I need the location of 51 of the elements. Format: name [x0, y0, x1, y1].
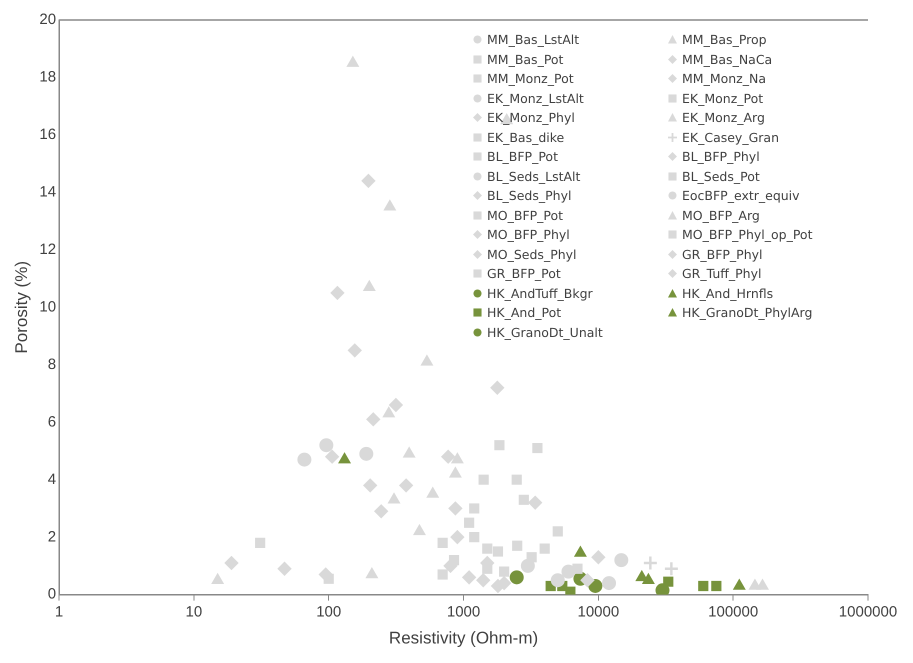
legend-label: BL_BFP_Phyl — [682, 149, 760, 164]
legend-label: MM_Bas_NaCa — [682, 52, 772, 67]
x-tick-label: 1 — [54, 604, 64, 621]
legend-label: HK_And_Hrnfls — [682, 286, 774, 301]
legend-label: GR_BFP_Pot — [487, 266, 561, 282]
legend-label: BL_BFP_Pot — [487, 149, 558, 164]
legend-label: EK_Monz_LstAlt — [487, 90, 584, 106]
legend-label: HK_And_Pot — [487, 305, 562, 320]
y-tick-label: 10 — [39, 298, 56, 316]
legend-label: HK_GranoDt_Unalt — [487, 324, 603, 340]
legend-label: MM_Bas_Prop — [682, 32, 767, 48]
legend-label: EK_Casey_Gran — [682, 130, 779, 145]
legend-label: GR_BFP_Phyl — [682, 246, 763, 262]
legend-label: HK_GranoDt_PhylArg — [682, 305, 812, 320]
y-tick-label: 16 — [39, 126, 56, 144]
y-tick-label: 6 — [48, 413, 56, 430]
legend-label: EK_Bas_dike — [487, 130, 564, 145]
legend-label: EK_Monz_Pot — [682, 90, 764, 106]
legend-label: MM_Monz_Na — [682, 71, 766, 86]
x-tick-label: 10000 — [578, 604, 620, 621]
x-tick-label: 10 — [186, 604, 202, 621]
y-tick-label: 20 — [39, 11, 56, 28]
legend-label: MM_Bas_Pot — [487, 52, 564, 67]
legend-label: BL_Seds_Pot — [682, 168, 760, 184]
y-tick-label: 8 — [48, 356, 56, 373]
legend-label: HK_AndTuff_Bkgr — [487, 286, 593, 301]
legend-label: MM_Monz_Pot — [487, 71, 574, 86]
legend-label: MO_BFP_Phyl — [487, 227, 570, 242]
x-tick-label: 1000000 — [838, 604, 898, 621]
y-tick-label: 2 — [48, 528, 56, 546]
legend-label: GR_Tuff_Phyl — [682, 266, 762, 282]
legend-label: MO_BFP_Pot — [487, 208, 564, 223]
legend-label: BL_Seds_LstAlt — [487, 168, 580, 184]
y-tick-label: 12 — [39, 240, 56, 258]
x-tick-label: 100 — [316, 604, 342, 621]
legend-label: EocBFP_extr_equiv — [682, 188, 800, 204]
y-tick-label: 18 — [39, 68, 56, 86]
x-axis-title: Resistivity (Ohm-m) — [388, 628, 538, 648]
y-tick-label: 4 — [48, 470, 56, 488]
y-axis-title: Porosity (%) — [12, 261, 31, 354]
legend-label: MO_BFP_Arg — [682, 208, 760, 223]
legend-label: MO_Seds_Phyl — [487, 246, 577, 262]
x-tick-label: 100000 — [708, 604, 758, 621]
y-tick-label: 0 — [48, 586, 56, 603]
legend-label: EK_Monz_Arg — [682, 110, 765, 126]
legend-label: MM_Bas_LstAlt — [487, 32, 580, 48]
x-tick-label: 1000 — [446, 604, 480, 621]
legend-label: BL_Seds_Phyl — [487, 188, 572, 204]
y-tick-label: 14 — [39, 184, 56, 201]
legend-label: EK_Monz_Phyl — [487, 110, 575, 126]
legend-label: MO_BFP_Phyl_op_Pot — [682, 227, 812, 242]
